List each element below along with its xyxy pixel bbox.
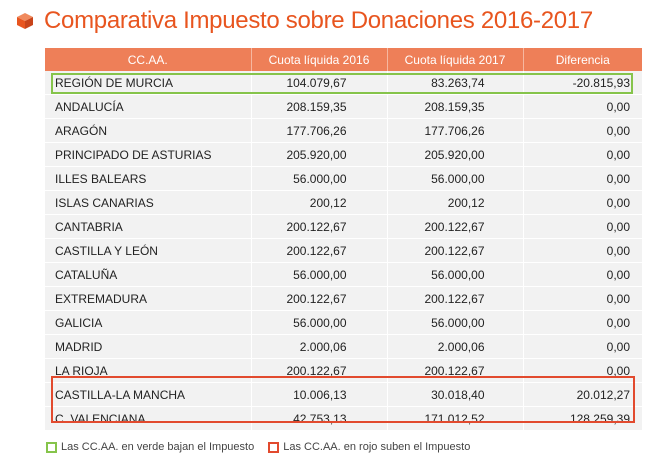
region-name-cell: CANTABRIA [45,214,252,239]
page-title: Comparativa Impuesto sobre Donaciones 20… [44,7,593,34]
cuota-2017-cell: 200.122,67 [387,286,524,311]
cuota-2016-cell: 56.000,00 [251,166,388,191]
cuota-2016-cell: 177.706,26 [251,118,388,143]
cuota-2017-cell: 2.000,06 [387,334,524,359]
table-row: PRINCIPADO DE ASTURIAS 205.920,00 205.920,… [45,142,642,167]
region-name-cell: CASTILLA-LA MANCHA [45,382,252,407]
cuota-2016-cell: 56.000,00 [251,262,388,287]
cuota-2016-cell: 200.122,67 [251,238,388,263]
cuota-2016-cell: 10.006,13 [251,382,388,407]
diferencia-cell: 0,00 [523,286,642,311]
header-diferencia: Diferencia [523,48,642,71]
region-name-cell: LA RIOJA [45,358,252,383]
cuota-2016-cell: 205.920,00 [251,142,388,167]
table-row: GALICIA 56.000,00 56.000,00 0,00 [45,310,642,335]
cuota-2016-cell: 56.000,00 [251,310,388,335]
table-header-row: CC.AA. Cuota líquida 2016 Cuota líquida … [45,48,642,71]
cube-icon [17,13,33,29]
cuota-2017-cell: 83.263,74 [387,71,524,95]
diferencia-cell: 0,00 [523,238,642,263]
diferencia-cell: 20.012,27 [523,382,642,407]
legend-item-green: Las CC.AA. en verde bajan el Impuesto [46,441,254,453]
header-cuota-2017: Cuota líquida 2017 [387,48,524,71]
cuota-2017-cell: 205.920,00 [387,142,524,167]
cuota-2017-cell: 56.000,00 [387,262,524,287]
table-row: ARAGÓN 177.706,26 177.706,26 0,00 [45,118,642,143]
diferencia-cell: 0,00 [523,94,642,119]
diferencia-cell: 0,00 [523,190,642,215]
cuota-2016-cell: 2.000,06 [251,334,388,359]
region-name-cell: ISLAS CANARIAS [45,190,252,215]
cuota-2016-cell: 200.122,67 [251,214,388,239]
diferencia-cell: 0,00 [523,262,642,287]
header-ccaa: CC.AA. [45,48,252,71]
region-name-cell: REGIÓN DE MURCIA [45,71,252,95]
region-name-cell: ILLES BALEARS [45,166,252,191]
table-row: ILLES BALEARS 56.000,00 56.000,00 0,00 [45,166,642,191]
cuota-2017-cell: 56.000,00 [387,310,524,335]
cuota-2016-cell: 200.122,67 [251,286,388,311]
legend-item-red: Las CC.AA. en rojo suben el Impuesto [268,441,470,453]
region-name-cell: EXTREMADURA [45,286,252,311]
cuota-2017-cell: 200.122,67 [387,214,524,239]
table-row: ANDALUCÍA 208.159,35 208.159,35 0,00 [45,94,642,119]
table-row: CASTILLA-LA MANCHA 10.006,13 30.018,40 20.0… [45,382,642,407]
region-name-cell: CATALUÑA [45,262,252,287]
legend: Las CC.AA. en verde bajan el Impuesto La… [46,441,484,453]
legend-green-label: Las CC.AA. en verde bajan el Impuesto [61,441,255,453]
region-name-cell: C. VALENCIANA [45,406,252,431]
comparison-table-container: CC.AA. Cuota líquida 2016 Cuota líquida … [45,48,642,431]
region-name-cell: ARAGÓN [45,118,252,143]
table-row: CANTABRIA 200.122,67 200.122,67 0,00 [45,214,642,239]
region-name-cell: MADRID [45,334,252,359]
diferencia-cell: 0,00 [523,118,642,143]
legend-red-label: Las CC.AA. en rojo suben el Impuesto [283,441,471,453]
cuota-2017-cell: 200.122,67 [387,358,524,383]
green-highlight-box [51,73,633,94]
header-cuota-2016: Cuota líquida 2016 [251,48,388,71]
red-square-icon [268,441,280,453]
cuota-2016-cell: 200,12 [251,190,388,215]
diferencia-cell: 0,00 [523,142,642,167]
table-row: ISLAS CANARIAS 200,12 200,12 0,00 [45,190,642,215]
region-name-cell: CASTILLA Y LEÓN [45,238,252,263]
diferencia-cell: 0,00 [523,334,642,359]
table-row: CATALUÑA 56.000,00 56.000,00 0,00 [45,262,642,287]
cuota-2017-cell: 200.122,67 [387,238,524,263]
table-row: LA RIOJA 200.122,67 200.122,67 0,00 [45,358,642,383]
diferencia-cell: 0,00 [523,310,642,335]
cuota-2016-cell: 104.079,67 [251,71,388,95]
cuota-2017-cell: 177.706,26 [387,118,524,143]
cuota-2017-cell: 56.000,00 [387,166,524,191]
cuota-2017-cell: 208.159,35 [387,94,524,119]
cuota-2016-cell: 208.159,35 [251,94,388,119]
region-name-cell: ANDALUCÍA [45,94,252,119]
red-highlight-box [51,376,635,423]
comparison-table: CC.AA. Cuota líquida 2016 Cuota líquida … [45,48,642,431]
table-row: REGIÓN DE MURCIA 104.079,67 83.263,74 -20.8… [45,71,642,95]
table-row: CASTILLA Y LEÓN 200.122,67 200.122,67 0,00 [45,238,642,263]
cuota-2016-cell: 200.122,67 [251,358,388,383]
title-row: Comparativa Impuesto sobre Donaciones 20… [16,4,593,38]
region-name-cell: PRINCIPADO DE ASTURIAS [45,142,252,167]
cuota-2017-cell: 200,12 [387,190,524,215]
diferencia-cell: -20.815,93 [523,71,642,95]
table-row: MADRID 2.000,06 2.000,06 0,00 [45,334,642,359]
diferencia-cell: 0,00 [523,214,642,239]
cuota-2017-cell: 30.018,40 [387,382,524,407]
green-square-icon [46,441,57,453]
diferencia-cell: 0,00 [523,166,642,191]
region-name-cell: GALICIA [45,310,252,335]
table-row: EXTREMADURA 200.122,67 200.122,67 0,00 [45,286,642,311]
diferencia-cell: 0,00 [523,358,642,383]
